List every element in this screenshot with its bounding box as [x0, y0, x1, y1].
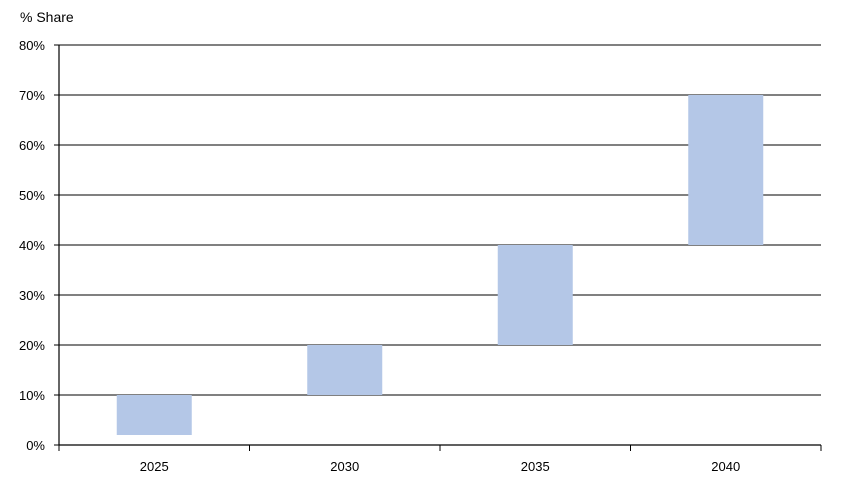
- y-tick-label: 70%: [19, 88, 45, 103]
- y-tick-label: 80%: [19, 38, 45, 53]
- x-tick-label: 2030: [330, 459, 359, 474]
- y-axis-label: % Share: [20, 9, 74, 25]
- y-tick-label: 30%: [19, 288, 45, 303]
- y-tick-label: 40%: [19, 238, 45, 253]
- y-tick-label: 0%: [26, 438, 45, 453]
- range-bar-2040: [688, 95, 764, 245]
- x-tick-label: 2040: [711, 459, 740, 474]
- y-tick-label: 10%: [19, 388, 45, 403]
- range-bar-2025: [116, 395, 192, 435]
- x-tick-label: 2025: [140, 459, 169, 474]
- tick-labels: 0% 10% 20% 30% 40% 50% 60% 70% 80% 2025 2030 2035 20…: [19, 38, 740, 474]
- axes: [54, 44, 822, 451]
- x-tick-label: 2035: [521, 459, 550, 474]
- y-tick-label: 60%: [19, 138, 45, 153]
- range-bar-2035: [497, 245, 573, 345]
- y-tick-label: 50%: [19, 188, 45, 203]
- y-tick-label: 20%: [19, 338, 45, 353]
- bars: [116, 95, 764, 435]
- range-bar-2030: [307, 345, 383, 395]
